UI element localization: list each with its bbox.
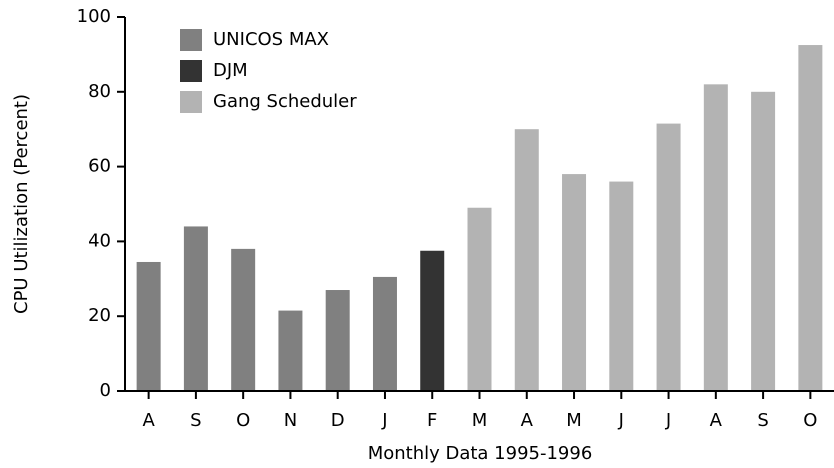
x-tick-label: F: [427, 410, 437, 431]
x-tick-label: A: [142, 410, 155, 431]
x-tick-label: D: [331, 410, 345, 431]
y-tick-label: 0: [100, 380, 111, 401]
x-tick-label: M: [566, 410, 582, 431]
x-tick-label: O: [803, 410, 817, 431]
x-tick-label: J: [381, 410, 387, 431]
bar: [420, 250, 445, 391]
bar: [467, 207, 492, 391]
y-tick-label: 60: [88, 156, 111, 177]
legend-label: UNICOS MAX: [213, 29, 329, 50]
x-axis-label: Monthly Data 1995-1996: [368, 443, 593, 464]
bar: [136, 261, 161, 391]
bar: [798, 45, 823, 392]
x-tick-label: J: [618, 410, 624, 431]
legend-label: DJM: [213, 60, 248, 81]
y-axis-label: CPU Utilization (Percent): [11, 94, 32, 314]
bar: [278, 310, 303, 391]
x-tick-label: M: [472, 410, 488, 431]
bar: [183, 226, 208, 391]
y-tick-label: 20: [88, 305, 111, 326]
bar: [372, 276, 397, 391]
x-tick-label: O: [236, 410, 250, 431]
y-tick-label: 100: [77, 6, 111, 27]
x-tick-label: S: [757, 410, 768, 431]
legend-swatch: [180, 29, 202, 51]
bar: [514, 129, 539, 391]
x-tick-label: N: [284, 410, 297, 431]
bar: [231, 248, 256, 391]
legend-label: Gang Scheduler: [213, 91, 357, 112]
bar: [562, 174, 587, 391]
bar: [703, 84, 728, 391]
bar: [609, 181, 634, 391]
x-tick-label: A: [710, 410, 723, 431]
x-tick-label: J: [665, 410, 671, 431]
bar: [325, 290, 350, 391]
x-tick-label: A: [521, 410, 534, 431]
y-tick-label: 40: [88, 230, 111, 251]
y-tick-label: 80: [88, 81, 111, 102]
bar: [656, 123, 681, 391]
bar: [751, 91, 776, 392]
legend-swatch: [180, 91, 202, 113]
x-tick-label: S: [190, 410, 201, 431]
legend-swatch: [180, 60, 202, 82]
